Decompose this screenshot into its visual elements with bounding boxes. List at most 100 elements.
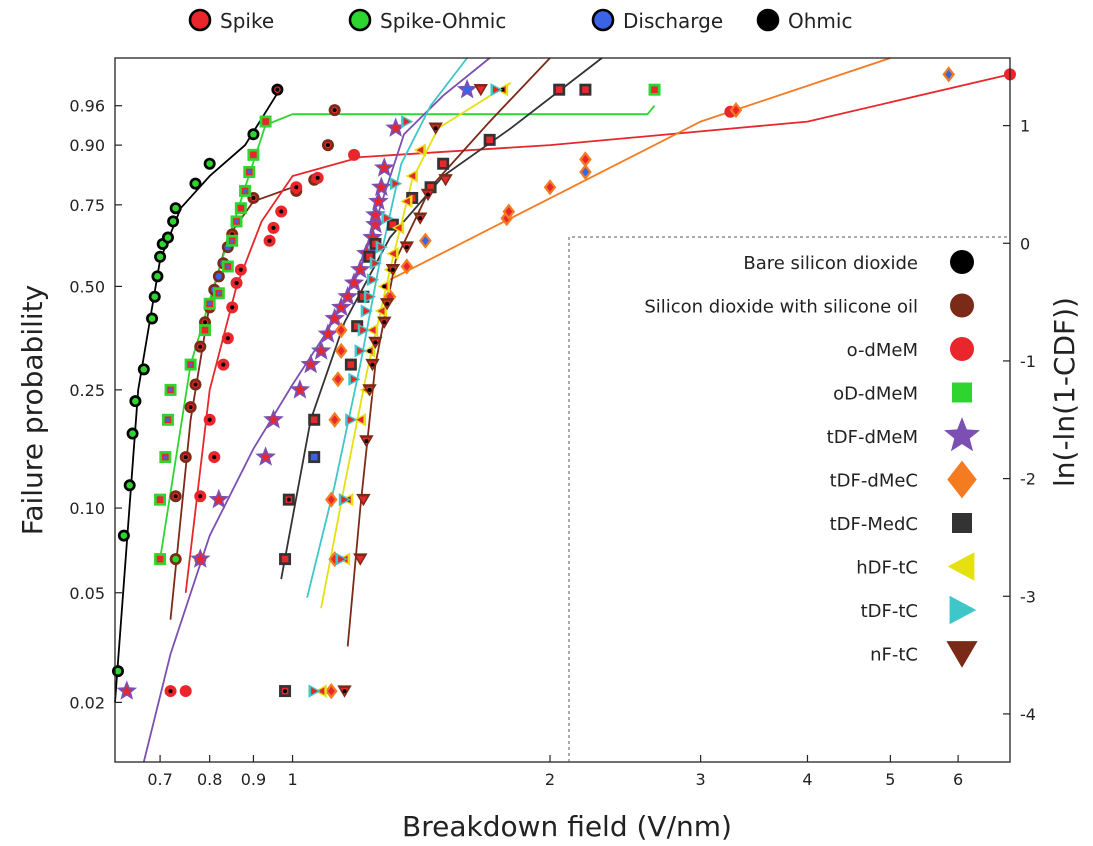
- data-point-core: [225, 336, 230, 341]
- data-point-mode: [129, 430, 136, 437]
- y-tick-label: 0.96: [69, 97, 105, 116]
- legend-marker: [952, 382, 972, 403]
- legend-label: o-dMeM: [847, 340, 918, 361]
- data-point-mode: [582, 86, 589, 93]
- data-point-mode: [439, 160, 447, 168]
- data-point-core: [342, 689, 347, 694]
- data-point-mode: [182, 687, 190, 695]
- data-point-core: [198, 494, 203, 499]
- data-point-mode: [172, 204, 179, 212]
- data-point-mode: [260, 451, 272, 462]
- legend-marker: [950, 337, 974, 361]
- data-point-mode: [369, 208, 382, 220]
- data-point-core: [426, 192, 431, 197]
- data-point-core: [216, 291, 221, 296]
- data-point-core: [370, 362, 375, 367]
- x-tick-label: 4: [802, 770, 812, 789]
- data-point-mode: [194, 553, 206, 564]
- data-point-mode: [347, 416, 355, 424]
- y-tick-label: 0.50: [69, 277, 105, 296]
- y-tick-label: 0.10: [69, 499, 105, 518]
- data-point-core: [234, 281, 239, 286]
- data-point-core: [275, 87, 280, 92]
- data-point-core: [367, 387, 372, 392]
- x-tick-label: 6: [953, 770, 963, 789]
- data-point-mode: [342, 290, 354, 302]
- data-point-mode: [368, 326, 376, 334]
- data-point-core: [315, 175, 320, 180]
- data-point-mode: [156, 555, 164, 563]
- data-point-core: [279, 209, 284, 214]
- data-point-mode: [114, 667, 122, 675]
- fit-line: [306, 57, 468, 598]
- data-point-core: [234, 219, 239, 224]
- legend-label: tDF-tC: [861, 601, 918, 622]
- y2-axis-title: ln(-ln(1-CDF)): [1048, 297, 1081, 487]
- data-point-mode: [337, 325, 345, 335]
- legend-label: hDF-tC: [856, 558, 918, 579]
- data-point-mode: [357, 347, 364, 355]
- legend-marker: [950, 293, 974, 318]
- data-point-mode: [363, 307, 371, 315]
- data-point-mode: [369, 218, 382, 230]
- data-point-mode: [329, 312, 341, 324]
- data-point-mode: [334, 374, 342, 384]
- data-point-mode: [267, 413, 280, 425]
- data-point-mode: [335, 301, 347, 313]
- data-points: [111, 66, 1016, 700]
- data-point-mode: [192, 180, 199, 187]
- data-point-core: [332, 108, 337, 113]
- data-point-mode: [389, 249, 396, 258]
- data-point-mode: [322, 328, 334, 339]
- data-point-mode: [503, 213, 511, 223]
- data-point-mode: [250, 151, 257, 159]
- failure-mode-label: Ohmic: [788, 9, 852, 33]
- fit-line: [320, 82, 512, 609]
- data-point-mode: [327, 686, 335, 696]
- data-point-core: [251, 195, 256, 200]
- data-point-mode: [353, 322, 361, 330]
- data-point-core: [373, 340, 378, 345]
- data-point-mode: [213, 493, 225, 505]
- data-point-core: [382, 284, 387, 289]
- failure-mode-marker: [348, 8, 372, 32]
- data-point-mode: [372, 195, 385, 207]
- data-point-core: [404, 245, 409, 250]
- data-point-core: [165, 417, 170, 422]
- data-point-core: [243, 188, 248, 193]
- failure-mode-legend: Spike Spike-Ohmic Discharge Ohmic: [188, 8, 852, 33]
- data-point-mode: [169, 218, 177, 225]
- y-tick-label: 0.25: [69, 381, 105, 400]
- data-point-core: [188, 405, 193, 410]
- data-point-mode: [476, 86, 485, 94]
- data-point-core: [367, 348, 372, 353]
- data-point-mode: [121, 685, 133, 696]
- y-tick-label: 0.02: [69, 693, 105, 712]
- y2-tick-label: 1: [1020, 117, 1030, 136]
- data-point-core: [198, 344, 203, 349]
- data-point-mode: [148, 315, 156, 322]
- data-point-mode: [360, 326, 367, 334]
- data-point-mode: [408, 172, 416, 180]
- data-point-mode: [132, 397, 139, 405]
- data-point-mode: [294, 383, 306, 395]
- data-point-mode: [378, 243, 385, 251]
- data-point-core: [418, 216, 423, 221]
- data-point-core: [390, 267, 395, 272]
- data-point-core: [168, 689, 173, 694]
- y2-tick-label: -3: [1020, 587, 1036, 606]
- fit-line: [346, 57, 551, 647]
- data-point-mode: [140, 366, 148, 373]
- data-point-mode: [945, 70, 953, 79]
- data-point-mode: [486, 136, 493, 144]
- failure-mode-label: Discharge: [623, 9, 723, 33]
- data-point-mode: [315, 345, 327, 356]
- failure-mode-marker: [188, 8, 212, 32]
- plot-frame: [114, 57, 1011, 763]
- failure-mode-marker: [591, 8, 615, 32]
- data-point-core: [203, 320, 208, 325]
- data-point-core: [286, 497, 291, 502]
- data-point-mode: [337, 346, 345, 356]
- data-point-mode: [281, 555, 289, 563]
